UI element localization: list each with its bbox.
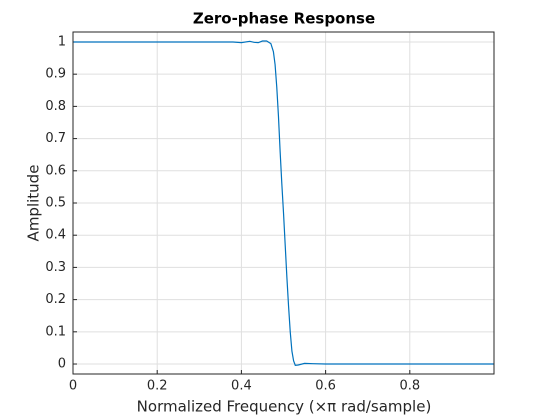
y-tick-label: 0 [58, 357, 66, 372]
y-tick-label: 1 [58, 34, 66, 49]
x-tick-label: 0 [69, 379, 77, 394]
x-tick-label: 0.2 [147, 379, 168, 394]
x-axis-label: Normalized Frequency (×π rad/sample) [137, 398, 432, 416]
y-tick-label: 0.6 [45, 163, 66, 178]
chart-title: Zero-phase Response [193, 10, 375, 28]
y-tick-label: 0.2 [45, 292, 66, 307]
y-axis-label: Amplitude [25, 165, 43, 242]
data-line [73, 40, 494, 366]
y-tick-label: 0.7 [45, 131, 66, 146]
y-tick-label: 0.1 [45, 324, 66, 339]
x-tick-label: 0.4 [231, 379, 252, 394]
y-tick-label: 0.5 [45, 196, 66, 211]
y-tick-label: 0.3 [45, 260, 66, 275]
axes-box [72, 31, 495, 375]
y-tick-label: 0.4 [45, 228, 66, 243]
x-tick-label: 0.8 [399, 379, 420, 394]
y-tick-label: 0.9 [45, 67, 66, 82]
x-tick-label: 0.6 [315, 379, 336, 394]
y-tick-label: 0.8 [45, 99, 66, 114]
